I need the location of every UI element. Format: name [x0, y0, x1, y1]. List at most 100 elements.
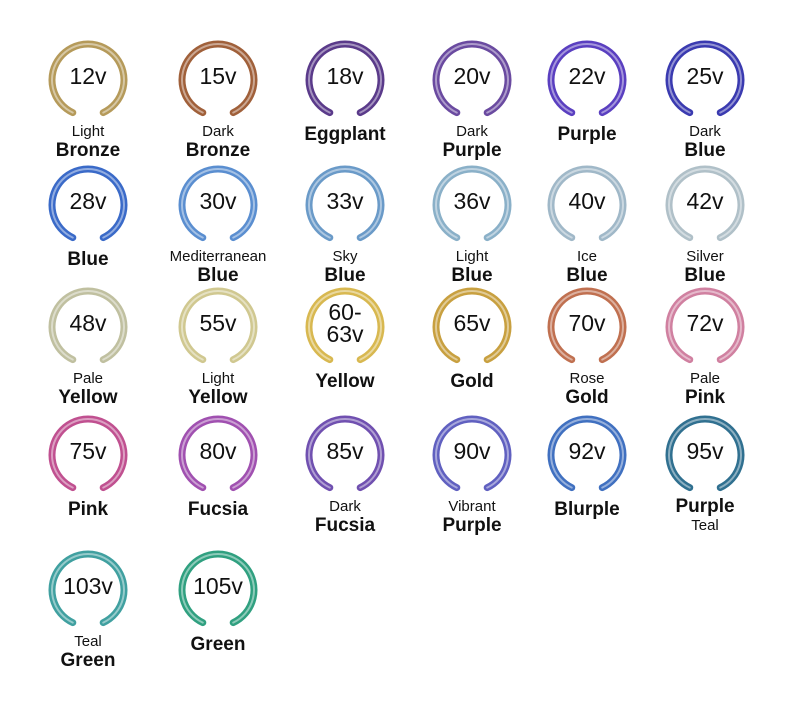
voltage-label: 40v	[568, 188, 606, 214]
ring	[432, 165, 512, 242]
color-qualifier: Ice	[577, 248, 597, 265]
ring-highlight	[435, 290, 509, 361]
voltage-label: 42v	[686, 188, 724, 214]
ring	[547, 287, 627, 364]
ring-highlight	[435, 43, 509, 114]
ring-highlight	[308, 418, 382, 489]
ring	[48, 415, 128, 492]
color-qualifier: Teal	[691, 517, 719, 534]
ring-highlight	[668, 168, 742, 239]
color-name: Blue	[324, 265, 365, 286]
ring	[48, 165, 128, 242]
color-name: Gold	[565, 387, 608, 408]
ring-highlight	[181, 290, 255, 361]
color-name: Blurple	[554, 499, 619, 520]
voltage-label: 75v	[69, 438, 107, 464]
voltage-label: 105v	[193, 573, 243, 599]
ring	[665, 287, 745, 364]
color-qualifier: Dark	[456, 123, 488, 140]
ring-highlight	[668, 43, 742, 114]
ring-highlight	[181, 168, 255, 239]
color-name: Purple	[675, 496, 734, 517]
voltage-label: 12v	[69, 63, 107, 89]
ring-highlight	[51, 418, 125, 489]
voltage-label: 70v	[568, 310, 606, 336]
voltage-label: 36v	[453, 188, 491, 214]
color-qualifier: Silver	[686, 248, 724, 265]
ring	[432, 40, 512, 117]
color-name: Fucsia	[315, 515, 376, 536]
color-name: Green	[61, 650, 116, 671]
color-name: Purple	[557, 124, 616, 145]
color-name: Blue	[451, 265, 492, 286]
voltage-label: 63v	[326, 321, 364, 347]
color-qualifier: Teal	[74, 633, 102, 650]
color-qualifier: Vibrant	[448, 498, 496, 515]
ring	[665, 165, 745, 242]
ring-highlight	[51, 43, 125, 114]
color-name: Green	[191, 634, 246, 655]
voltage-label: 22v	[568, 63, 606, 89]
ring-highlight	[51, 553, 125, 624]
ring-highlight	[550, 43, 624, 114]
color-name: Pink	[685, 387, 726, 408]
ring	[48, 287, 128, 364]
voltage-label: 15v	[199, 63, 237, 89]
voltage-label: 95v	[686, 438, 724, 464]
voltage-label: 103v	[63, 573, 113, 599]
color-name: Yellow	[188, 387, 247, 408]
color-name: Blue	[67, 249, 108, 270]
voltage-label: 48v	[69, 310, 107, 336]
color-name: Gold	[450, 371, 493, 392]
ring	[665, 415, 745, 492]
ring	[178, 415, 258, 492]
color-name: Bronze	[186, 140, 250, 161]
color-qualifier: Rose	[569, 370, 604, 387]
voltage-label: 72v	[686, 310, 724, 336]
voltage-label: 30v	[199, 188, 237, 214]
ring	[547, 415, 627, 492]
color-name: Yellow	[315, 371, 374, 392]
ring	[305, 415, 385, 492]
color-qualifier: Dark	[689, 123, 721, 140]
ring-highlight	[181, 43, 255, 114]
ring-highlight	[181, 418, 255, 489]
voltage-label: 33v	[326, 188, 364, 214]
color-name: Blue	[684, 265, 725, 286]
voltage-label: 92v	[568, 438, 606, 464]
color-name: Purple	[442, 140, 501, 161]
voltage-label: 28v	[69, 188, 107, 214]
voltage-label: 25v	[686, 63, 724, 89]
color-qualifier: Light	[456, 248, 489, 265]
ring	[178, 165, 258, 242]
ring	[178, 287, 258, 364]
color-qualifier: Dark	[202, 123, 234, 140]
color-name: Blue	[684, 140, 725, 161]
ring-highlight	[308, 43, 382, 114]
ring-highlight	[435, 418, 509, 489]
voltage-label: 65v	[453, 310, 491, 336]
ring	[178, 550, 258, 627]
ring	[432, 415, 512, 492]
ring-highlight	[668, 418, 742, 489]
ring	[305, 40, 385, 117]
ring-highlight	[51, 290, 125, 361]
ring-highlight	[181, 553, 255, 624]
ring	[432, 287, 512, 364]
color-name: Blue	[566, 265, 607, 286]
color-qualifier: Dark	[329, 498, 361, 515]
voltage-label: 60-	[328, 299, 361, 325]
ring-highlight	[550, 168, 624, 239]
color-qualifier: Mediterranean	[170, 248, 267, 265]
voltage-label: 80v	[199, 438, 237, 464]
voltage-label: 18v	[326, 63, 364, 89]
ring-highlight	[668, 290, 742, 361]
voltage-label: 90v	[453, 438, 491, 464]
ring-highlight	[308, 168, 382, 239]
ring	[547, 40, 627, 117]
color-name: Blue	[197, 265, 238, 286]
color-qualifier: Light	[72, 123, 105, 140]
color-name: Eggplant	[304, 124, 386, 145]
color-name: Bronze	[56, 140, 120, 161]
